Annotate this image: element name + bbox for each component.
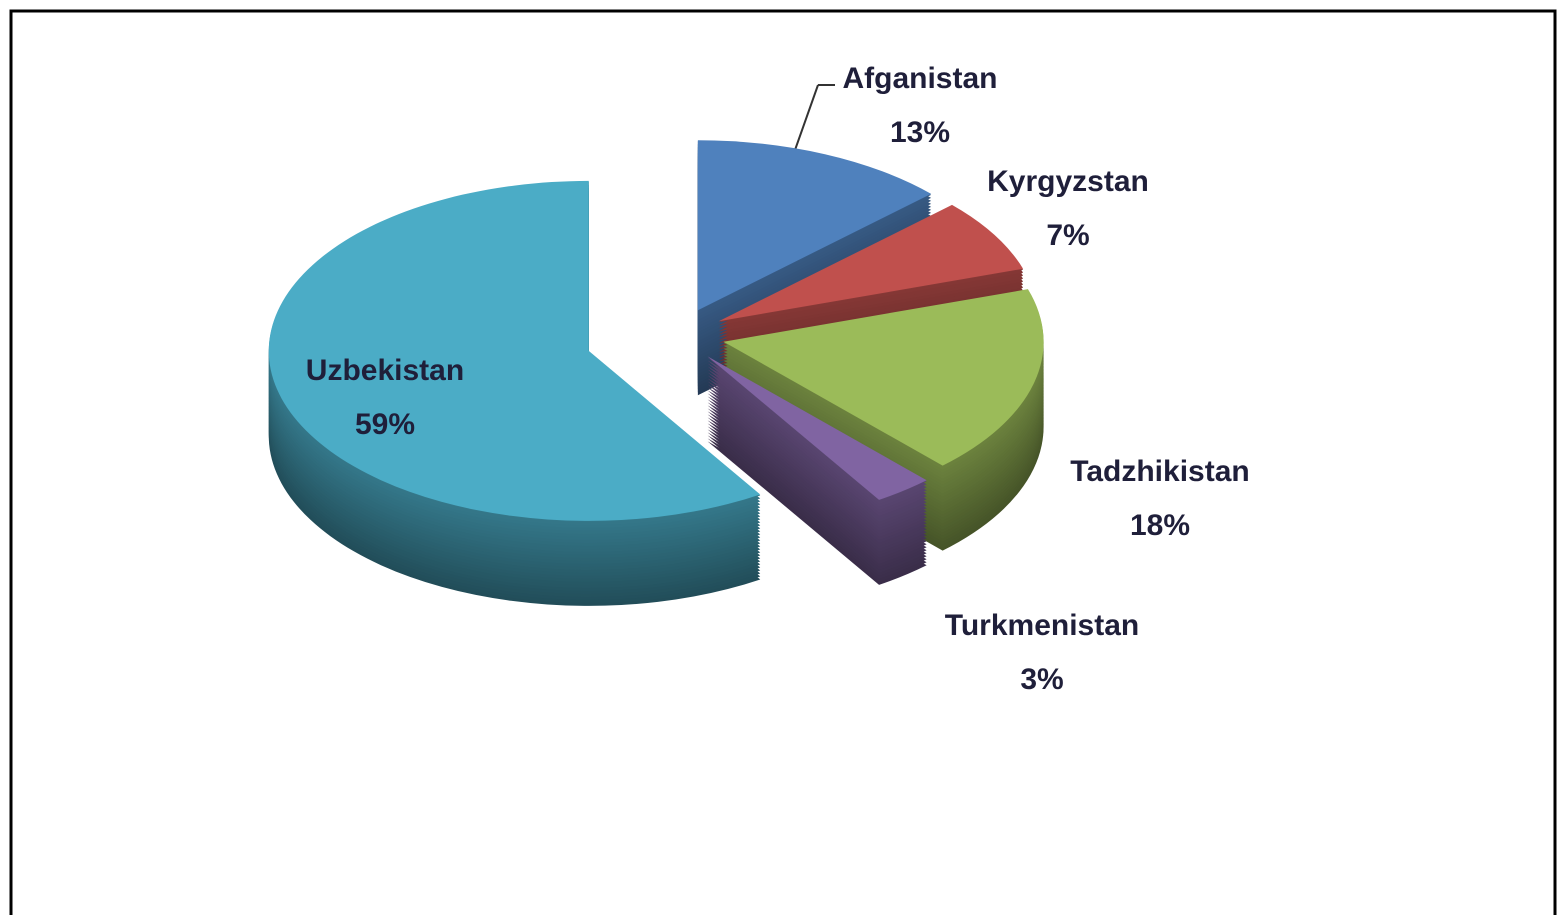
slice <box>718 204 1024 322</box>
slice <box>707 356 927 500</box>
slice <box>723 289 1044 466</box>
slice-value-label: 3% <box>1020 663 1063 696</box>
frame <box>9 9 1557 915</box>
slice-label: Uzbekistan <box>306 354 464 387</box>
slice-value-label: 7% <box>1046 219 1089 252</box>
slice-label: Kyrgyzstan <box>987 165 1149 198</box>
slice-value-label: 59% <box>355 408 415 441</box>
slice-label: Afganistan <box>842 62 997 95</box>
slice-label: Turkmenistan <box>945 609 1140 642</box>
pie <box>268 140 1044 606</box>
slice-label: Tadzhikistan <box>1070 455 1249 488</box>
slice <box>697 140 932 311</box>
labels: Afganistan 13% Kyrgyzstan 7% Tadzhikistan 18%… <box>306 62 1250 696</box>
leader-line <box>794 84 819 151</box>
slice <box>268 180 761 521</box>
slice-value-label: 18% <box>1130 509 1190 542</box>
slice-value-label: 13% <box>890 116 950 149</box>
